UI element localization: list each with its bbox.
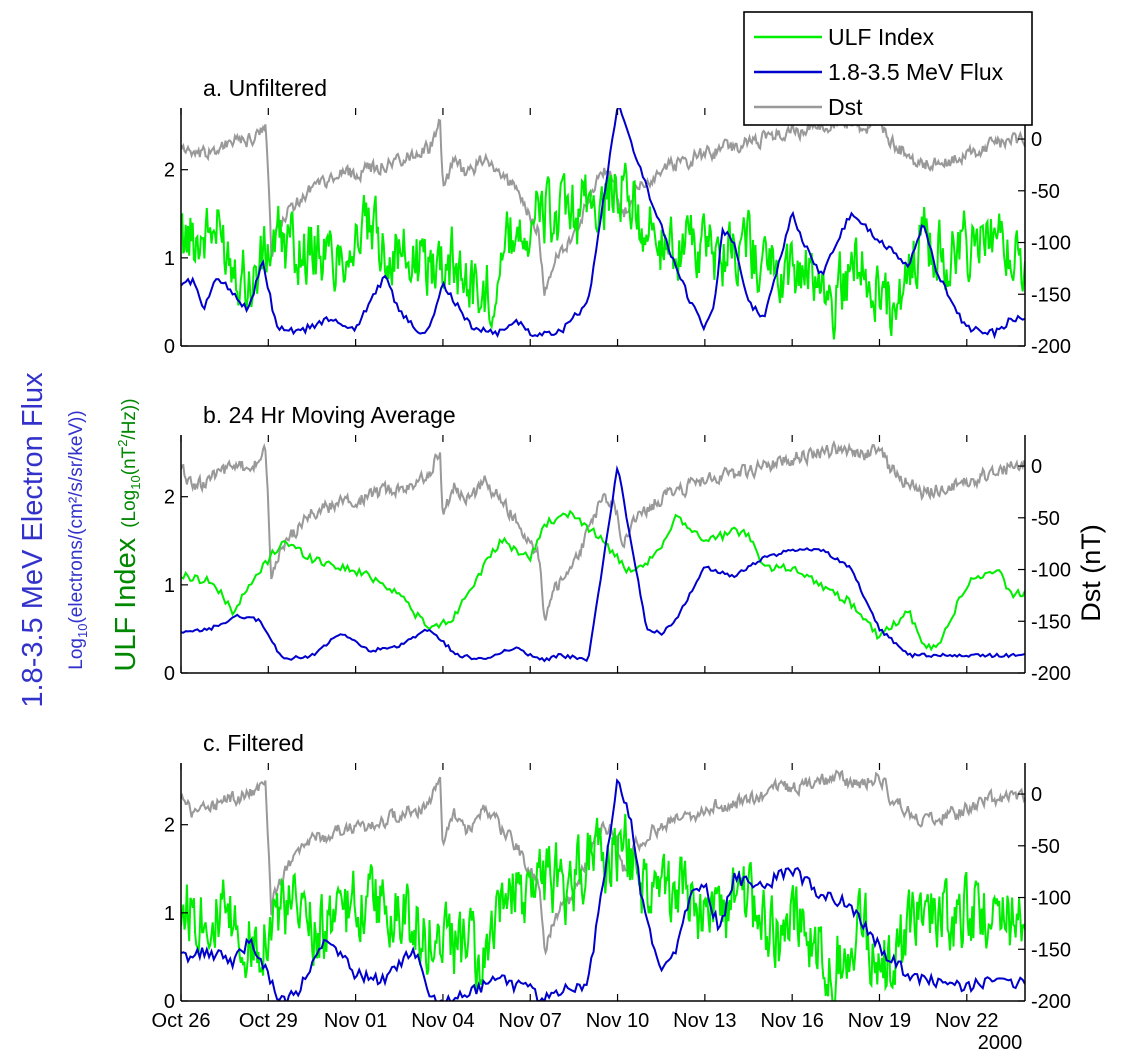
right-y-tick-label: 0 — [1031, 784, 1042, 806]
x-tick-label: Nov 16 — [760, 1010, 823, 1032]
x-tick-label: Nov 10 — [586, 1010, 649, 1032]
right-y-tick-label: -100 — [1031, 233, 1071, 255]
x-tick-label: Nov 22 — [935, 1010, 998, 1032]
series-line-dst — [181, 112, 1025, 296]
series-line-flux — [181, 778, 1025, 1001]
right-y-tick-label: -150 — [1031, 611, 1071, 633]
legend-label-dst: Dst — [828, 94, 863, 120]
series-line-dst — [181, 439, 1025, 621]
x-tick-label: Nov 01 — [324, 1010, 387, 1032]
left-y-tick-label: 1 — [164, 575, 175, 597]
flux-units-label: Log10(electrons/(cm²/s/sr/keV)) — [66, 410, 90, 669]
left-y-tick-label: 0 — [164, 336, 175, 358]
ulf-units-mid: (nT — [119, 446, 140, 475]
series-line-ulf — [181, 509, 1025, 652]
series-line-ulf — [181, 813, 1025, 1001]
x-tick-label: Nov 04 — [411, 1010, 474, 1032]
x-tick-label: Nov 13 — [673, 1010, 736, 1032]
legend-label-ulf: ULF Index — [828, 24, 935, 50]
dst-axis-label: Dst (nT) — [1076, 524, 1106, 622]
right-y-tick-label: -200 — [1031, 991, 1071, 1013]
left-y-tick-label: 2 — [164, 487, 175, 509]
ulf-axis-label-main: ULF Index — [110, 537, 142, 671]
right-y-tick-label: 0 — [1031, 129, 1042, 151]
legend: ULF Index 1.8-3.5 MeV Flux Dst — [743, 11, 1033, 126]
series-line-dst — [181, 769, 1025, 956]
flux-units-post: (electrons/(cm²/s/sr/keV)) — [66, 410, 87, 623]
x-tick-label: Nov 19 — [848, 1010, 911, 1032]
series-line-flux — [181, 465, 1025, 663]
right-y-tick-label: -50 — [1031, 836, 1060, 858]
ulf-units-post: /Hz)) — [119, 398, 140, 439]
right-y-tick-label: -50 — [1031, 508, 1060, 530]
series-line-flux — [181, 108, 1025, 340]
legend-label-flux: 1.8-3.5 MeV Flux — [828, 59, 1004, 85]
panel-c: c. Filtered Oct 26 Oct 29 Nov 01 Nov 04 Nov 0… — [152, 730, 1071, 1032]
ulf-axis-label: ULF Index (Log10(nT2/Hz)) — [110, 398, 143, 671]
right-y-tick-label: -200 — [1031, 336, 1071, 358]
left-y-tick-label: 0 — [164, 663, 175, 685]
x-tick-label: Nov 07 — [499, 1010, 562, 1032]
flux-units-pre: Log — [66, 638, 87, 670]
ulf-units-pre: (Log — [119, 490, 140, 528]
panel-title: c. Filtered — [203, 730, 304, 756]
left-y-tick-label: 1 — [164, 248, 175, 270]
panel-b: b. 24 Hr Moving Average 0 1 2 0 -50 -100 -150 -2… — [164, 402, 1071, 685]
panel-a: a. Unfiltered 0 1 2 0 -50 -100 -150 -200 — [164, 75, 1071, 358]
left-y-tick-label: 0 — [164, 991, 175, 1013]
left-y-tick-label: 2 — [164, 815, 175, 837]
series-line-ulf — [181, 162, 1025, 340]
panel-title: b. 24 Hr Moving Average — [203, 402, 456, 428]
x-tick-label: Oct 29 — [239, 1010, 298, 1032]
ulf-units-sup: 2 — [115, 440, 130, 447]
right-y-tick-label: -200 — [1031, 663, 1071, 685]
left-y-tick-label: 1 — [164, 903, 175, 925]
right-y-tick-label: -150 — [1031, 939, 1071, 961]
right-y-tick-label: -50 — [1031, 181, 1060, 203]
right-y-tick-label: -100 — [1031, 888, 1071, 910]
x-tick-label: Oct 26 — [152, 1010, 211, 1032]
left-y-tick-label: 2 — [164, 160, 175, 182]
right-y-tick-label: -150 — [1031, 284, 1071, 306]
ulf-units-sub: 10 — [128, 475, 143, 489]
year-label: 2000 — [978, 1032, 1023, 1054]
flux-axis-label: 1.8-3.5 MeV Electron Flux — [17, 372, 49, 708]
flux-units-sub: 10 — [75, 624, 90, 638]
right-y-tick-label: 0 — [1031, 456, 1042, 478]
panel-title: a. Unfiltered — [203, 75, 327, 101]
right-y-tick-label: -100 — [1031, 560, 1071, 582]
